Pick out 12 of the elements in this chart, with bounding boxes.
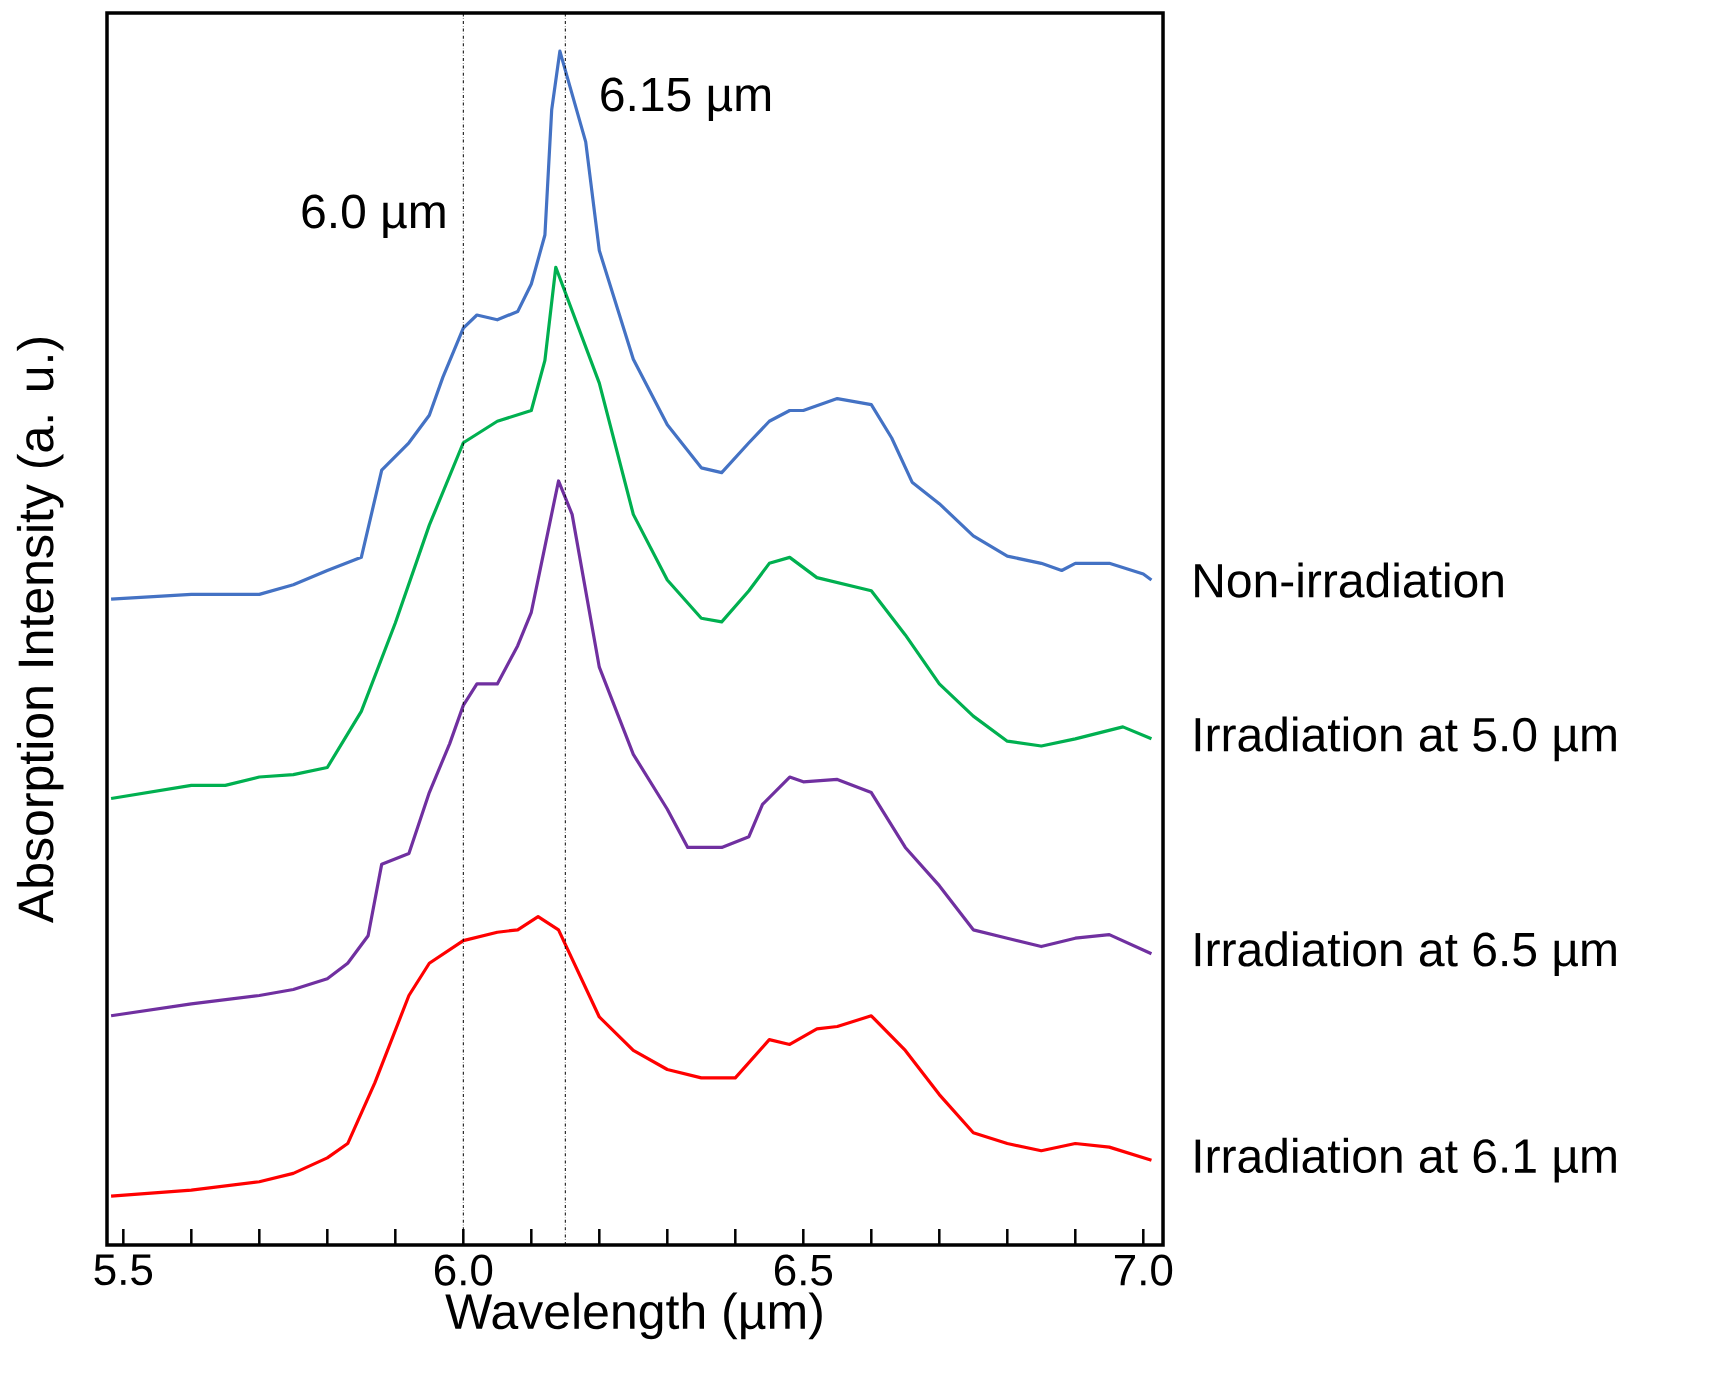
x-tick-label: 6.0	[434, 1254, 493, 1286]
series-label: Irradiation at 5.0 µm	[1195, 716, 1616, 762]
series-label: Non-irradiation	[1195, 562, 1503, 598]
x-tick-label: 7.0	[1114, 1254, 1173, 1286]
series-label: Irradiation at 6.1 µm	[1195, 1137, 1616, 1183]
series-label: Irradiation at 6.5 µm	[1195, 931, 1616, 977]
ref-line-label: 6.0 µm	[302, 194, 445, 238]
x-axis-title: Wavelength (µm)	[445, 1292, 822, 1340]
ref-line-label: 6.15 µm	[601, 77, 771, 121]
y-axis-title: Absorption Intensity (a. u.)	[16, 338, 64, 924]
x-tick-label: 5.5	[94, 1254, 153, 1286]
x-tick-label: 6.5	[774, 1254, 833, 1286]
